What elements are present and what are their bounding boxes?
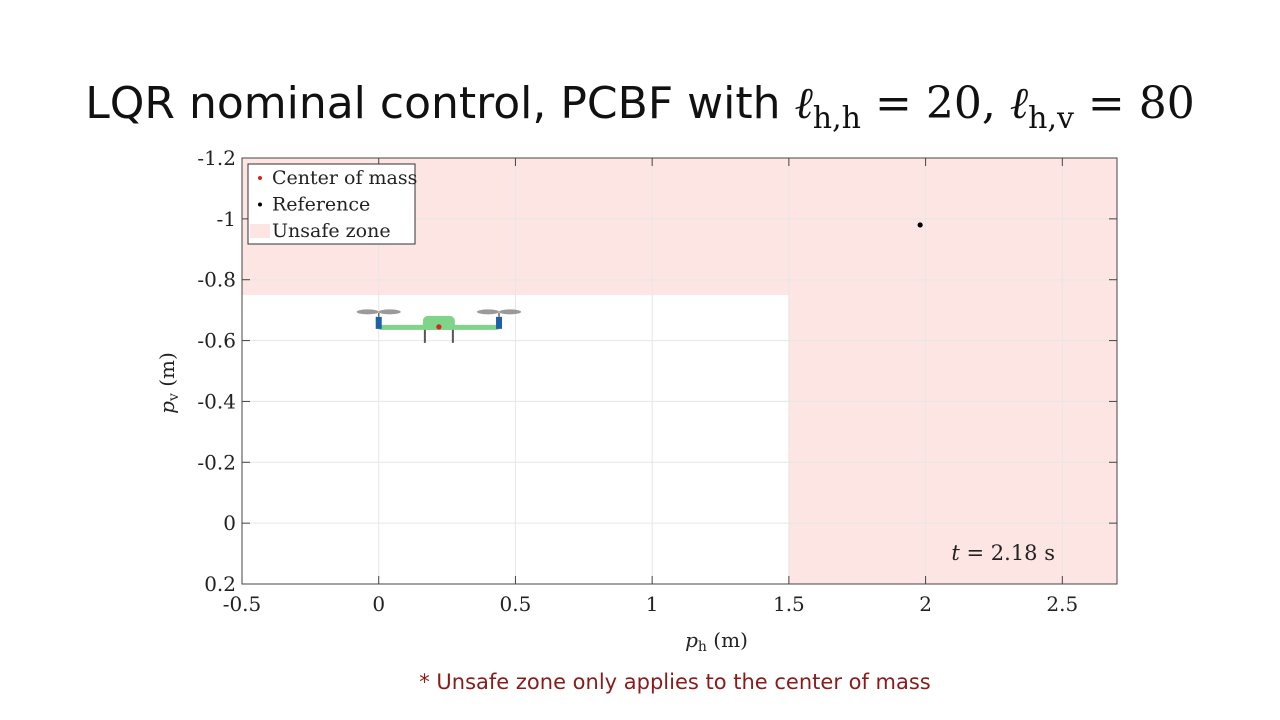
legend-entry-label: Center of mass <box>272 167 417 189</box>
time-label: t = 2.18 s <box>951 541 1055 565</box>
legend-marker <box>258 202 262 207</box>
y-tick-label: 0 <box>223 511 236 535</box>
ell-subscript-1: h,h <box>812 101 861 136</box>
drone-rotor-blade <box>356 309 379 315</box>
x-tick-label: 1.5 <box>773 592 805 616</box>
title-math: ℓh,h = 20, ℓh,v = 80 <box>794 78 1195 136</box>
markers <box>436 222 923 330</box>
y-tick-label: 0.2 <box>204 572 236 596</box>
drone-rotor-blade <box>499 309 522 315</box>
x-tick-label: 0.5 <box>500 592 532 616</box>
axis-labels: ph (m) pv (m) <box>155 352 748 655</box>
axis-ticks: -0.5 0 0.5 1 1.5 2 2.5 -1.2 -1 -0.8 -0.6 -0.4 -0.2 0 0… <box>197 146 1117 616</box>
reference-marker <box>917 222 923 228</box>
footnote: * Unsafe zone only applies to the center… <box>419 670 931 694</box>
legend-marker <box>258 176 262 180</box>
ell-symbol-2: ℓ <box>1009 78 1029 129</box>
legend: Center of mass Reference Unsafe zone <box>247 163 417 245</box>
title-eq-1: = 20, <box>860 78 1010 129</box>
y-tick-label: -0.8 <box>197 268 236 292</box>
time-readout: t = 2.18 s <box>951 541 1055 565</box>
drone-rotor-blade <box>477 309 500 315</box>
drone-body <box>422 315 455 330</box>
title-prefix: LQR nominal control, PCBF with <box>85 78 795 129</box>
legend-box <box>247 163 416 245</box>
x-axis-label: ph (m) <box>685 628 748 655</box>
y-tick-label: -0.4 <box>197 389 236 413</box>
y-tick-label: -0.6 <box>197 329 236 353</box>
legend-entry-label: Reference <box>272 194 370 216</box>
quadrotor-drone <box>356 309 522 343</box>
ell-symbol-1: ℓ <box>794 78 813 129</box>
x-tick-label: -0.5 <box>223 592 262 616</box>
legend-entry-label: Unsafe zone <box>272 220 391 242</box>
ell-subscript-2: h,v <box>1028 101 1074 136</box>
y-tick-label: -1 <box>217 207 236 231</box>
x-tick-label: 0 <box>372 592 385 616</box>
y-tick-label: -1.2 <box>197 146 236 170</box>
drone-rotor-blade <box>378 309 401 315</box>
drone-motor <box>496 316 503 329</box>
center-of-mass-marker <box>436 324 442 330</box>
slide-title: LQR nominal control, PCBF with ℓh,h = 20… <box>0 78 1280 136</box>
x-tick-label: 2 <box>919 592 932 616</box>
title-eq-2: = 80 <box>1073 78 1195 129</box>
plot-frame <box>241 157 1118 585</box>
y-axis-label: pv (m) <box>155 352 182 414</box>
x-tick-label: 2.5 <box>1046 592 1078 616</box>
legend-patch <box>250 224 270 238</box>
unsafe-zone <box>788 158 1117 584</box>
y-tick-label: -0.2 <box>197 450 236 474</box>
drone-motor <box>375 316 382 329</box>
x-tick-label: 1 <box>646 592 659 616</box>
